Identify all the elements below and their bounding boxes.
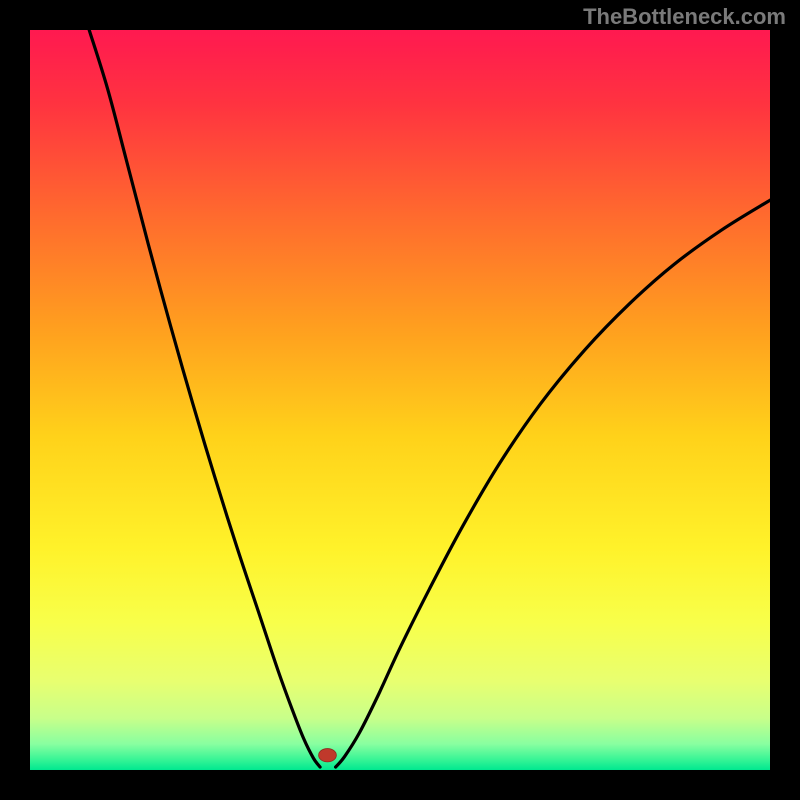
curve-left-branch: [89, 30, 320, 767]
curve-right-branch: [336, 200, 770, 767]
curve-layer: [30, 30, 770, 770]
plot-area: [30, 30, 770, 770]
minimum-marker: [319, 749, 337, 762]
chart-frame: TheBottleneck.com: [0, 0, 800, 800]
watermark-text: TheBottleneck.com: [583, 4, 786, 30]
